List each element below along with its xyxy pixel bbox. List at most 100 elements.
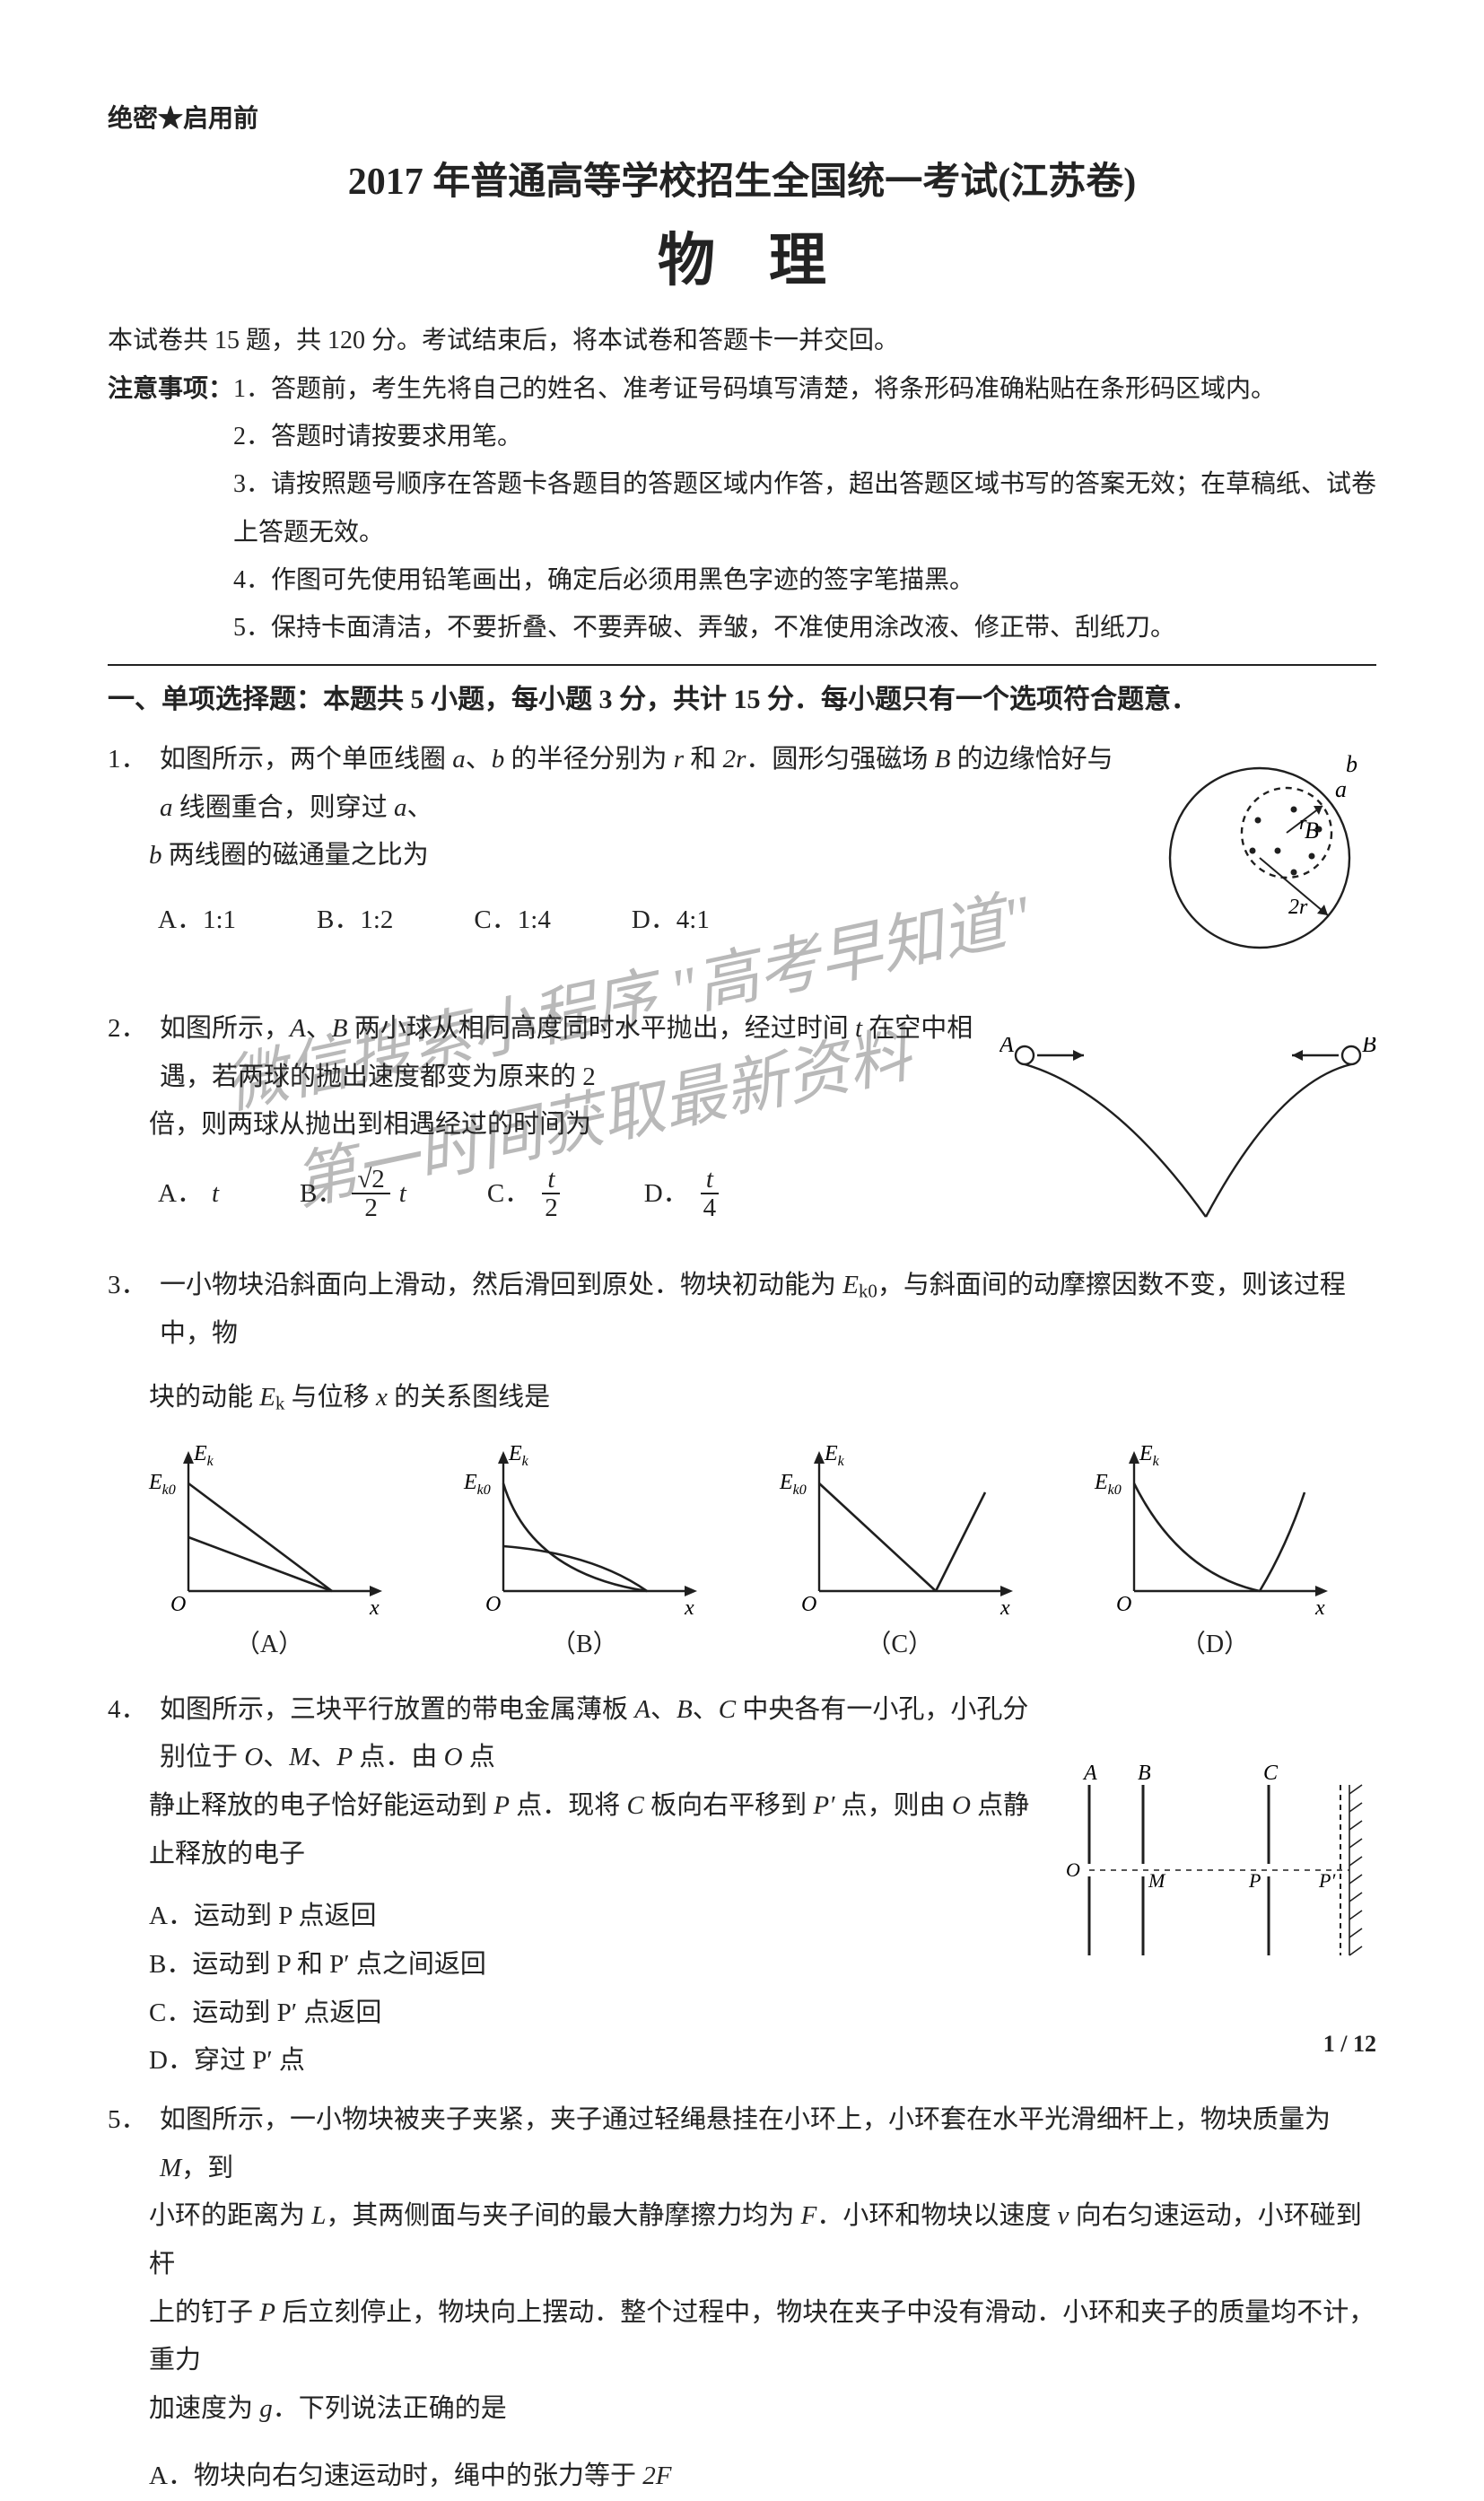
frac-num: √2 xyxy=(352,1166,389,1194)
txt: 的边缘恰好与 xyxy=(950,745,1113,774)
q1-option-b: B．1:2 xyxy=(317,896,393,945)
txt: 如图所示， xyxy=(160,1014,290,1043)
q2-options: A．t B． √22 t C． t2 D． t4 xyxy=(108,1166,982,1222)
label-B: B xyxy=(1362,1037,1376,1057)
q4-figure: A B C O M P P′ xyxy=(1053,1758,1376,1973)
q5-option-a: A．物块向右匀速运动时，绳中的张力等于 2F xyxy=(108,2453,1376,2501)
sep: 、 xyxy=(466,745,492,774)
txt: 点 xyxy=(463,1743,495,1771)
var: P xyxy=(336,1743,353,1771)
q3-graph-c-label: （C） xyxy=(774,1622,1026,1668)
var-t: t xyxy=(212,1170,219,1219)
q1-line2: b 两线圈的磁通量之比为 xyxy=(108,832,1125,880)
q3-graph-d-label: （D） xyxy=(1089,1622,1340,1668)
q1-option-a: A．1:1 xyxy=(158,896,236,945)
notice-item: 2．答题时请按要求用笔。 xyxy=(233,413,1376,460)
txt: A．物块向右匀速运动时，绳中的张力等于 xyxy=(149,2462,642,2490)
txt: 点．现将 xyxy=(510,1791,627,1820)
svg-text:P′: P′ xyxy=(1318,1869,1336,1892)
svg-text:A: A xyxy=(1082,1762,1097,1785)
page-current: 1 xyxy=(1323,2031,1335,2057)
notice-items: 1．答题前，考生先将自己的姓名、准考证号码填写清楚，将条形码准确粘贴在条形码区域… xyxy=(233,365,1376,651)
var: v xyxy=(1058,2201,1069,2230)
label-A: A xyxy=(1000,1037,1014,1057)
svg-text:x: x xyxy=(369,1596,380,1618)
question-5: 5． 如图所示，一小物块被夹子夹紧，夹子通过轻绳悬挂在小环上，小环套在水平光滑细… xyxy=(108,2096,1376,2501)
svg-text:Ek: Ek xyxy=(824,1442,845,1469)
exam-description: 本试卷共 15 题，共 120 分。考试结束后，将本试卷和答题卡一并交回。 xyxy=(108,322,1376,360)
q2-option-b: B． √22 t xyxy=(300,1166,406,1222)
var: M xyxy=(160,2154,181,2182)
q2-line2: 倍，则两球从抛出到相遇经过的时间为 xyxy=(108,1101,982,1150)
txt: 线圈重合，则穿过 xyxy=(173,793,395,822)
svg-text:Ek: Ek xyxy=(1139,1442,1160,1469)
exam-title: 2017 年普通高等学校招生全国统一考试(江苏卷) xyxy=(108,151,1376,206)
svg-text:C: C xyxy=(1263,1762,1279,1785)
sep: 、 xyxy=(263,1743,289,1771)
svg-text:O: O xyxy=(1066,1858,1080,1881)
var: C xyxy=(627,1791,644,1820)
txt: 和 xyxy=(684,745,723,774)
q3-graph-d: Ek Ek0 x O （D） xyxy=(1089,1439,1340,1668)
q1-text: 如图所示，两个单匝线圈 a、b 的半径分别为 r 和 2r．圆形匀强磁场 B 的… xyxy=(160,736,1125,832)
q4-option-a: A．运动到 P 点返回 xyxy=(108,1893,1035,1941)
txt: 块的动能 xyxy=(149,1383,259,1412)
sep: 、 xyxy=(306,1014,332,1043)
var-b: b xyxy=(492,745,505,774)
svg-text:x: x xyxy=(1314,1596,1325,1618)
var-B: B xyxy=(935,745,951,774)
txt: 的关系图线是 xyxy=(388,1383,550,1412)
notice-item: 1．答题前，考生先将自己的姓名、准考证号码填写清楚，将条形码准确粘贴在条形码区域… xyxy=(233,365,1376,413)
svg-text:x: x xyxy=(1000,1596,1010,1618)
frac-den: 4 xyxy=(698,1194,722,1221)
q2-option-a: A．t xyxy=(158,1170,219,1219)
var-A: A xyxy=(290,1014,306,1043)
svg-text:Ek0: Ek0 xyxy=(1094,1471,1122,1498)
notice-item: 4．作图可先使用铅笔画出，确定后必须用黑色字迹的签字笔描黑。 xyxy=(233,556,1376,604)
frac-den: 2 xyxy=(539,1194,563,1221)
var: L xyxy=(311,2201,326,2230)
q2-text: 如图所示，A、B 两小球从相同高度同时水平抛出，经过时间 t 在空中相遇，若两球… xyxy=(160,1005,982,1101)
txt: 与位移 xyxy=(284,1383,376,1412)
txt: 如图所示，三块平行放置的带电金属薄板 xyxy=(160,1695,634,1724)
var: P′ xyxy=(813,1791,834,1820)
txt: 一小物块沿斜面向上滑动，然后滑回到原处．物块初动能为 xyxy=(160,1271,842,1299)
frac-den: 2 xyxy=(359,1194,383,1221)
q1-number: 1． xyxy=(108,736,149,784)
classification-label: 绝密★启用前 xyxy=(108,99,1376,135)
page-total: 12 xyxy=(1353,2031,1376,2057)
section-1-title: 一、单项选择题：本题共 5 小题，每小题 3 分，共计 15 分．每小题只有一个… xyxy=(108,664,1376,716)
txt: 两小球从相同高度同时水平抛出，经过时间 xyxy=(347,1014,855,1043)
sep: 、 xyxy=(407,793,433,822)
var-a: a xyxy=(394,793,407,822)
txt: 如图所示，一小物块被夹子夹紧，夹子通过轻绳悬挂在小环上，小环套在水平光滑细杆上，… xyxy=(160,2105,1331,2134)
var: g xyxy=(259,2394,273,2423)
notice-item: 3．请按照题号顺序在答题卡各题目的答题区域内作答，超出答题区域书写的答案无效；在… xyxy=(233,460,1376,555)
txt: 点．由 xyxy=(353,1743,444,1771)
txt: 点，则由 xyxy=(834,1791,952,1820)
question-2: 2． 如图所示，A、B 两小球从相同高度同时水平抛出，经过时间 t 在空中相遇，… xyxy=(108,1005,1376,1238)
plates-diagram-icon: A B C O M P P′ xyxy=(1053,1758,1376,1973)
var: B xyxy=(677,1695,693,1724)
var: C xyxy=(719,1695,736,1724)
sub: k xyxy=(275,1393,284,1414)
opt-label: D． xyxy=(644,1170,689,1219)
page-number: 1 / 12 xyxy=(1323,2031,1376,2058)
notice-label: 注意事项： xyxy=(108,365,233,651)
svg-text:x: x xyxy=(684,1596,694,1618)
var-B: B xyxy=(332,1014,348,1043)
var-E: E xyxy=(842,1271,859,1299)
var-b: b xyxy=(149,841,162,870)
q4-option-b: B．运动到 P 和 P′ 点之间返回 xyxy=(108,1941,1035,1989)
txt: 板向右平移到 xyxy=(644,1791,814,1820)
q2-figure: A B xyxy=(1000,1037,1376,1226)
svg-text:Ek0: Ek0 xyxy=(463,1471,491,1498)
q1-option-d: D．4:1 xyxy=(632,896,710,945)
q4-option-c: C．运动到 P′ 点返回 xyxy=(108,1989,1035,2038)
q4-line2: 静止释放的电子恰好能运动到 P 点．现将 C 板向右平移到 P′ 点，则由 O … xyxy=(108,1782,1035,1878)
page-sep: / xyxy=(1335,2031,1353,2057)
svg-text:Ek: Ek xyxy=(193,1442,214,1469)
var: 2F xyxy=(642,2462,671,2490)
q3-graph-b-label: （B） xyxy=(458,1622,710,1668)
sep: 、 xyxy=(310,1743,336,1771)
